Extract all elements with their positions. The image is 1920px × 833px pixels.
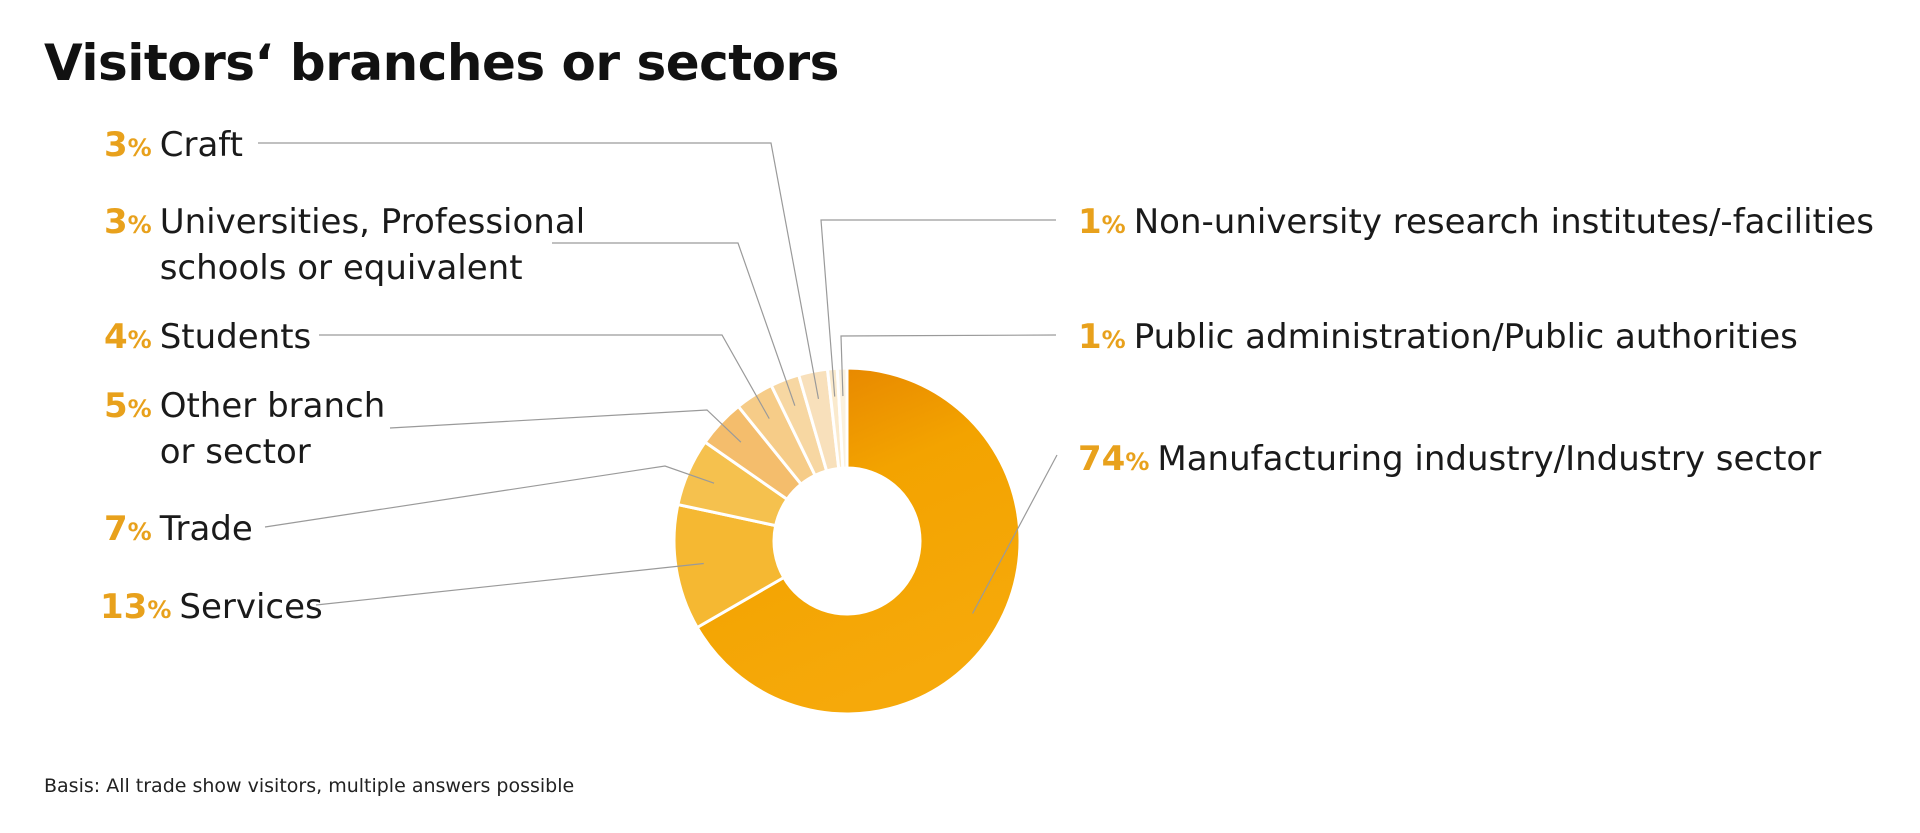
- slice-value: 4%: [104, 317, 152, 357]
- slice-value: 5%: [104, 386, 152, 426]
- slice-label-services: 13% Services: [100, 584, 323, 633]
- slice-value-number: 3: [104, 202, 128, 242]
- chart-title: Visitors‘ branches or sectors: [44, 34, 839, 92]
- slice-label-craft: 3% Craft: [104, 122, 243, 171]
- slice-label-line: Manufacturing industry/Industry sector: [1157, 439, 1822, 479]
- slice-label-line: or sector: [159, 432, 311, 472]
- slice-label-line: Public administration/Public authorities: [1133, 317, 1798, 357]
- slice-value-unit: %: [127, 395, 152, 423]
- slice-value: 1%: [1078, 202, 1126, 242]
- leader-line-manufacturing-industry-industry-sector: [972, 454, 1058, 614]
- slice-label-text: Manufacturing industry/Industry sector: [1157, 436, 1821, 482]
- slice-value-unit: %: [127, 518, 152, 546]
- leader-line-trade: [264, 465, 715, 528]
- slice-label-line: Trade: [159, 509, 253, 549]
- slice-value-number: 74: [1078, 439, 1126, 479]
- slice-value: 7%: [104, 509, 152, 549]
- leader-line-craft: [258, 142, 820, 399]
- slice-label-text: Universities, Professional schools or equ…: [160, 199, 585, 291]
- slice-label-trade: 7% Trade: [104, 506, 253, 555]
- slice-label-text: Non-university research institutes/-faci…: [1134, 199, 1874, 245]
- slice-value-unit: %: [127, 326, 152, 354]
- slice-value-number: 1: [1078, 202, 1102, 242]
- slice-value-number: 13: [100, 587, 148, 627]
- leader-line-public-administration-public-authorities: [840, 334, 1057, 397]
- slice-label-students: 4% Students: [104, 314, 311, 363]
- slice-value: 13%: [100, 587, 171, 627]
- slice-label-text: Public administration/Public authorities: [1134, 314, 1798, 360]
- slice-public-administration-public-authorities: [835, 366, 849, 470]
- slice-label-line: Services: [179, 587, 323, 627]
- leader-line-universities-professional-schools-or-equivalent: [552, 242, 796, 406]
- slice-value-number: 3: [104, 125, 128, 165]
- slice-label-line: Universities, Professional: [159, 202, 586, 242]
- slice-value: 1%: [1078, 317, 1126, 357]
- slice-value-number: 7: [104, 509, 128, 549]
- leader-line-students: [319, 334, 770, 419]
- slice-label-text: Other branch or sector: [160, 383, 386, 475]
- slice-value-unit: %: [147, 596, 172, 624]
- slice-value-unit: %: [1101, 211, 1126, 239]
- slice-label-text: Services: [179, 584, 322, 630]
- footnote: Basis: All trade show visitors, multiple…: [44, 775, 575, 797]
- slice-label-text: Students: [160, 314, 312, 360]
- slice-value-unit: %: [127, 211, 152, 239]
- slice-value-unit: %: [1125, 448, 1150, 476]
- slice-label-other-branch-or-sector: 5% Other branch or sector: [104, 383, 385, 475]
- slice-value-unit: %: [1101, 326, 1126, 354]
- slice-label-line: Students: [159, 317, 312, 357]
- slice-label-universities-professional-schools-or-equivalent: 3% Universities, Professional schools or e…: [104, 199, 585, 291]
- slice-value-number: 4: [104, 317, 128, 357]
- slice-value: 3%: [104, 125, 152, 165]
- slice-label-non-university-research-institutes-facilities: 1% Non-university research institutes/-fa…: [1078, 199, 1874, 248]
- slice-manufacturing-industry-industry-sector: [695, 366, 1022, 716]
- slice-label-manufacturing-industry-industry-sector: 74% Manufacturing industry/Industry secto…: [1078, 436, 1821, 485]
- slice-value-number: 5: [104, 386, 128, 426]
- slice-label-line: Non-university research institutes/-faci…: [1133, 202, 1874, 242]
- slice-value: 74%: [1078, 439, 1149, 479]
- slice-value-number: 1: [1078, 317, 1102, 357]
- leader-line-other-branch-or-sector: [389, 409, 742, 443]
- slice-value-unit: %: [127, 134, 152, 162]
- slice-label-line: schools or equivalent: [159, 248, 523, 288]
- slice-label-text: Trade: [160, 506, 253, 552]
- slice-label-public-administration-public-authorities: 1% Public administration/Public authoriti…: [1078, 314, 1798, 363]
- slice-label-line: Craft: [159, 125, 243, 165]
- slice-label-text: Craft: [160, 122, 243, 168]
- slice-label-line: Other branch: [159, 386, 386, 426]
- leader-line-non-university-research-institutes-facilities: [820, 219, 1056, 397]
- leader-line-services: [315, 562, 704, 606]
- slice-value: 3%: [104, 202, 152, 242]
